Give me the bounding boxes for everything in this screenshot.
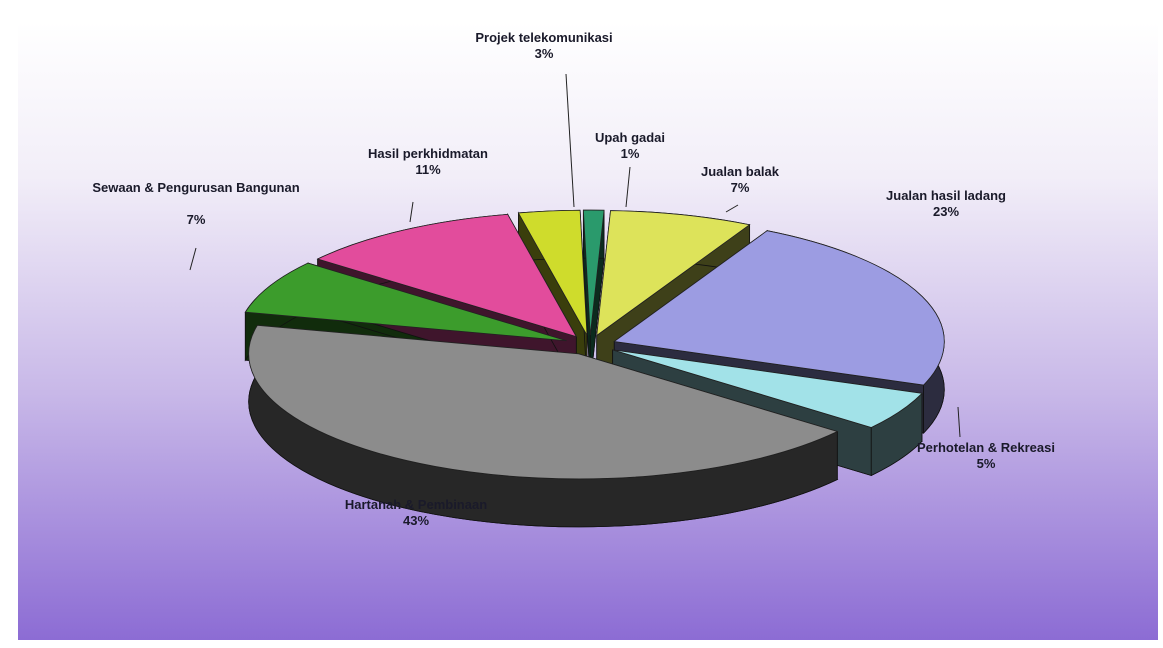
- slice-value-label: 5%: [976, 456, 996, 471]
- slice-value-label: 7%: [186, 212, 206, 227]
- slice-value-label: 43%: [402, 513, 430, 528]
- slice-label: Jualan hasil ladang: [886, 188, 1006, 203]
- leader-line: [409, 201, 414, 223]
- slice-label: Jualan balak: [700, 164, 780, 179]
- slice-label: Hasil perkhidmatan: [368, 146, 488, 161]
- slice-label: Hartanah & Pembinaan: [344, 497, 488, 512]
- slice: [244, 262, 567, 342]
- leader-line: [725, 204, 739, 213]
- leader-line: [625, 166, 631, 208]
- slice-label: Sewaan & Pengurusan Bangunan: [92, 180, 300, 195]
- slice-value-label: 23%: [932, 204, 960, 219]
- pie-area: [189, 73, 961, 528]
- slice: [248, 324, 839, 480]
- slice: [612, 349, 923, 428]
- slice-label: Projek telekomunikasi: [475, 30, 613, 45]
- slice: [613, 230, 945, 386]
- slice-label: Upah gadai: [594, 130, 666, 145]
- slice-value-label: 7%: [730, 180, 750, 195]
- chart: Projek telekomunikasi 3% Upah gadai 1% Juala…: [18, 22, 1158, 640]
- slice: [596, 210, 751, 337]
- slice-value-label: 11%: [415, 162, 441, 177]
- slice-tops: [244, 209, 945, 480]
- slice-label: Perhotelan & Rekreasi: [916, 440, 1055, 455]
- leader-line: [189, 247, 197, 271]
- slice: [517, 209, 588, 336]
- slice-value-label: 1%: [620, 146, 640, 161]
- leader-line: [957, 406, 961, 438]
- slice-value-label: 3%: [534, 46, 554, 61]
- slice: [582, 209, 605, 336]
- leader-line: [565, 73, 575, 208]
- slice: [316, 213, 578, 338]
